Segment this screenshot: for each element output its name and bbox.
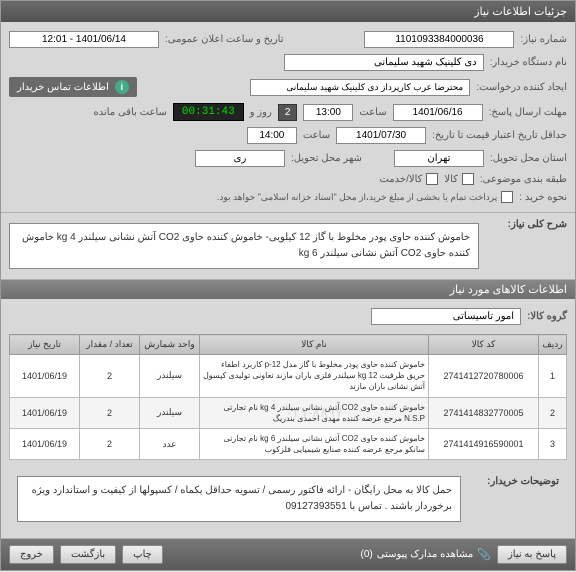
footer-bar: پاسخ به نیاز 📎 مشاهده مدارک پیوستی (0) چ… — [1, 539, 575, 570]
lbl-remaining: ساعت باقی مانده — [94, 107, 167, 118]
cell-date: 1401/06/19 — [10, 397, 80, 428]
th-code: کد کالا — [429, 335, 539, 355]
niaz-no: 1101093384000036 — [364, 31, 514, 48]
cell-unit: عدد — [140, 428, 200, 459]
lbl-cat: طبقه بندی موضوعی: — [480, 174, 567, 185]
reply-button[interactable]: پاسخ به نیاز — [497, 545, 567, 564]
lbl-pub-time: تاریخ و ساعت اعلان عمومی: — [165, 34, 284, 45]
cell-name: خاموش کننده حاوی CO2 آتش نشانی سیلندر 4 … — [200, 397, 429, 428]
cell-date: 1401/06/19 — [10, 428, 80, 459]
cell-name: خاموش کننده حاوی CO2 آتش نشانی سیلندر 6 … — [200, 428, 429, 459]
lbl-creator: ایجاد کننده درخواست: — [476, 82, 567, 93]
pub-time: 1401/06/14 - 12:01 — [9, 31, 159, 48]
time-remaining: 00:31:43 — [173, 103, 244, 121]
lbl-group: گروه کالا: — [527, 311, 567, 322]
cell-unit: سیلندر — [140, 397, 200, 428]
cell-qty: 2 — [80, 397, 140, 428]
watermark: ۰۲۱-۸۸۹۷ — [285, 403, 342, 423]
lbl-city: شهر محل تحویل: — [291, 153, 362, 164]
cell-qty: 2 — [80, 428, 140, 459]
checkbox-kala-khadamat[interactable] — [426, 173, 438, 185]
group-val: امور تاسیساتی — [371, 308, 521, 325]
table-row: 12741412720780006خاموش کننده حاوی پودر م… — [10, 355, 567, 398]
cell-qty: 2 — [80, 355, 140, 398]
cell-idx: 1 — [539, 355, 567, 398]
cell-idx: 3 — [539, 428, 567, 459]
cell-code: 2741412720780006 — [429, 355, 539, 398]
lbl-hour-1: ساعت — [359, 107, 386, 118]
lbl-day: روز و — [250, 107, 272, 118]
cell-date: 1401/06/19 — [10, 355, 80, 398]
buy-mode-text: پرداخت تمام یا بخشی از مبلغ خرید،از محل … — [217, 192, 497, 203]
cell-idx: 2 — [539, 397, 567, 428]
cell-name: خاموش کننده حاوی پودر مخلوط با گاز مدل p… — [200, 355, 429, 398]
th-date: تاریخ نیاز — [10, 335, 80, 355]
goods-table: ردیف کد کالا نام کالا واحد شمارش تعداد /… — [9, 334, 567, 460]
back-button[interactable]: بازگشت — [60, 545, 116, 564]
cat-opt1: کالا — [444, 174, 458, 185]
contact-info-bar[interactable]: i اطلاعات تماس خریدار — [9, 77, 137, 97]
th-name: نام کالا — [200, 335, 429, 355]
print-button[interactable]: چاپ — [122, 545, 163, 564]
info-icon: i — [115, 80, 129, 94]
city: ری — [195, 150, 285, 167]
need-desc: خاموش کننده حاوی پودر مخلوط با گاز 12 کی… — [9, 223, 479, 269]
deadline-hour: 13:00 — [303, 104, 353, 121]
lbl-niaz-no: شماره نیاز: — [520, 34, 567, 45]
buyer-note: حمل کالا به محل رایگان - ارائه فاکتور رس… — [17, 476, 461, 522]
attachments-link[interactable]: 📎 مشاهده مدارک پیوستی (0) — [360, 548, 490, 561]
buyer-name: دی کلینیک شهید سلیمانی — [284, 54, 484, 71]
goods-section-title: اطلاعات کالاهای مورد نیاز — [1, 280, 575, 299]
contact-info-text: اطلاعات تماس خریدار — [17, 82, 109, 93]
th-qty: تعداد / مقدار — [80, 335, 140, 355]
lbl-buy-mode: نحوه خرید : — [519, 192, 567, 203]
lbl-buyer-note: توضیحات خریدار: — [469, 472, 559, 526]
lbl-valid: حداقل تاریخ اعتبار قیمت تا تاریخ: — [432, 130, 567, 141]
attach-count: (0) — [360, 549, 372, 560]
day-count: 2 — [278, 104, 298, 121]
cell-code: 2741414832770005 — [429, 397, 539, 428]
lbl-deadline: مهلت ارسال پاسخ: — [489, 107, 567, 118]
creator-name: محترضا عرب کارپرداز دی کلینیک شهید سلیما… — [250, 79, 470, 96]
lbl-buyer: نام دستگاه خریدار: — [490, 57, 567, 68]
lbl-need-desc: شرح کلی نیاز: — [487, 219, 567, 230]
lbl-hour-2: ساعت — [303, 130, 330, 141]
cell-code: 2741414916590001 — [429, 428, 539, 459]
paperclip-icon: 📎 — [477, 548, 491, 561]
window-title: جزئیات اطلاعات نیاز — [1, 1, 575, 22]
lbl-prov: استان محل تحویل: — [490, 153, 567, 164]
exit-button[interactable]: خروج — [9, 545, 54, 564]
th-unit: واحد شمارش — [140, 335, 200, 355]
checkbox-kala[interactable] — [462, 173, 474, 185]
prov: تهران — [394, 150, 484, 167]
cat-opt2: کالا/خدمت — [379, 174, 422, 185]
deadline-date: 1401/06/16 — [393, 104, 483, 121]
checkbox-buy-mode[interactable] — [501, 191, 513, 203]
valid-hour: 14:00 — [247, 127, 297, 144]
valid-date: 1401/07/30 — [336, 127, 426, 144]
th-idx: ردیف — [539, 335, 567, 355]
cell-unit: سیلندر — [140, 355, 200, 398]
table-row: 32741414916590001خاموش کننده حاوی CO2 آت… — [10, 428, 567, 459]
attach-text: مشاهده مدارک پیوستی — [377, 549, 474, 560]
table-row: 22741414832770005خاموش کننده حاوی CO2 آت… — [10, 397, 567, 428]
